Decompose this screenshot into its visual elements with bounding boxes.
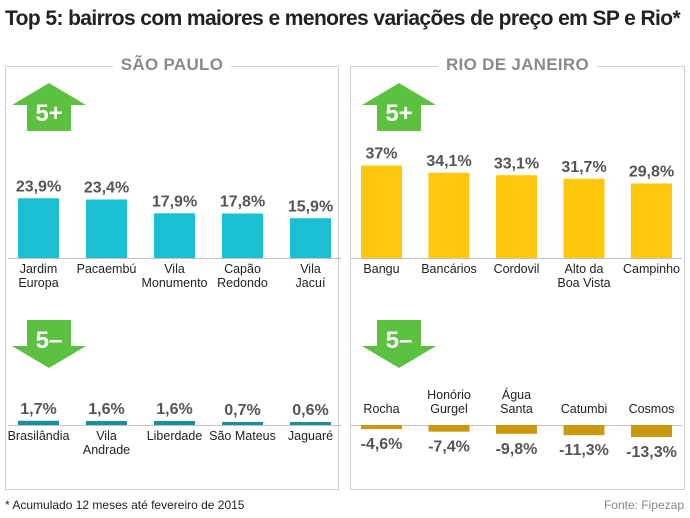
rio-top-bangu-category-label: Bangu (363, 262, 399, 276)
arrow-down-rio-icon (362, 320, 436, 368)
arrow-down-rio-label: 5– (386, 327, 413, 354)
sp-top-vila-jacui-value-label: 15,9% (288, 198, 333, 215)
sp-bottom-brasilandia-value-label: 1,7% (20, 401, 56, 418)
arrow-up-sp-icon (12, 83, 86, 131)
sp-bottom-vila-andrade-bar (86, 421, 127, 425)
arrow-up-rio-label: 5+ (385, 100, 412, 127)
rio-top-bangu-value-label: 37% (365, 146, 397, 163)
sp-top-capao-redondo-category-label-1: Capão (224, 262, 261, 276)
sp-top-vila-jacui-bar (290, 218, 331, 258)
rio-top-bancarios-value-label: 34,1% (426, 153, 471, 170)
panel-title-rio-de-janeiro: RIO DE JANEIRO (437, 55, 598, 74)
source-note: Fonte: Fipezap (603, 498, 684, 512)
sp-bottom-sao-mateus-category-label: São Mateus (209, 429, 276, 443)
sp-top-jardim-europa-value-label: 23,9% (16, 178, 61, 195)
sp-bottom-vila-andrade-value-label: 1,6% (88, 401, 124, 418)
rio-top-alto-da-boa-vista-category-label-1: Alto da (565, 262, 604, 276)
sp-bottom-liberdade-category-label: Liberdade (147, 429, 203, 443)
rio-top-alto-da-boa-vista-bar (563, 178, 605, 258)
sp-top-vila-jacui-category-label-1: Vila (300, 262, 321, 276)
rio-bottom-rocha-category-label: Rocha (363, 402, 399, 416)
rio-top-campinho-bar (631, 183, 672, 258)
rio-top-campinho-category-label: Campinho (623, 262, 680, 276)
rio-top-campinho-value-label: 29,8% (629, 164, 674, 181)
rio-bottom-honorio-gurgel-category-label-1: Honório (427, 388, 471, 402)
sp-top-vila-jacui-category-label-2: Jacuí (296, 276, 326, 290)
rio-top-bancarios-category-label: Bancários (421, 262, 477, 276)
rio-bottom-honorio-gurgel-value-label: -7,4% (428, 439, 470, 456)
sp-bottom-jaguare-category-label: Jaguaré (288, 429, 333, 443)
sp-bottom-vila-andrade-category-label-2: Andrade (83, 443, 130, 457)
sp-top-pacaembu-category-label: Pacaembú (77, 262, 137, 276)
panel-rio-de-janeiro: RIO DE JANEIRO (350, 55, 685, 490)
sp-bottom-jaguare-bar (290, 422, 331, 425)
sp-bottom-liberdade-value-label: 1,6% (156, 401, 192, 418)
rio-bottom-agua-santa-value-label: -9,8% (496, 441, 538, 458)
sp-top-vila-monumento-bar (154, 213, 195, 258)
chart-title: Top 5: bairros com maiores e menores var… (5, 7, 681, 30)
sp-top-pacaembu-bar (86, 199, 127, 258)
rio-bottom-catumbi-category-label: Catumbi (561, 402, 608, 416)
sp-top-capao-redondo-value-label: 17,8% (220, 194, 265, 211)
sp-bottom-liberdade-bar (154, 421, 195, 425)
sp-top-jardim-europa-bar (18, 198, 59, 258)
sp-bottom-brasilandia-category-label: Brasilândia (8, 429, 70, 443)
sp-bottom-vila-andrade-category-label-1: Vila (96, 429, 117, 443)
arrow-up-rio-icon (362, 83, 436, 131)
sp-top-capao-redondo-bar (222, 213, 263, 258)
rio-bottom-catumbi-value-label: -11,3% (559, 442, 609, 459)
footnote: * Acumulado 12 meses até fevereiro de 20… (5, 498, 245, 512)
rio-bottom-rocha-value-label: -4,6% (361, 436, 403, 453)
rio-bottom-cosmos-bar (631, 425, 672, 437)
sp-top-capao-redondo-category-label-2: Redondo (217, 276, 268, 290)
rio-bottom-honorio-gurgel-category-label-2: Gurgel (430, 402, 468, 416)
arrow-down-sp-label: 5– (36, 327, 63, 354)
sp-bottom-sao-mateus-value-label: 0,7% (224, 402, 260, 419)
rio-bottom-agua-santa-bar (496, 425, 537, 434)
rio-top-bangu-bar (361, 165, 402, 258)
sp-top-vila-monumento-category-label-1: Vila (164, 262, 185, 276)
sp-bottom-brasilandia-bar (18, 420, 59, 425)
sp-bottom-jaguare-value-label: 0,6% (292, 402, 328, 419)
sp-top-vila-monumento-value-label: 17,9% (152, 193, 197, 210)
rio-top-cordovil-category-label: Cordovil (494, 262, 540, 276)
rio-top-alto-da-boa-vista-category-label-2: Boa Vista (557, 276, 610, 290)
sp-bottom-sao-mateus-bar (222, 422, 263, 425)
sp-top-jardim-europa-category-label-2: Europa (18, 276, 58, 290)
sp-top-jardim-europa-category-label-1: Jardim (20, 262, 58, 276)
sp-top-vila-monumento-category-label-2: Monumento (141, 276, 207, 290)
rio-bottom-agua-santa-category-label-2: Santa (500, 402, 533, 416)
rio-bottom-honorio-gurgel-bar (428, 425, 470, 432)
rio-bottom-cosmos-value-label: -13,3% (626, 444, 677, 461)
rio-bottom-rocha-bar (361, 425, 402, 430)
rio-bottom-cosmos-category-label: Cosmos (629, 402, 675, 416)
rio-bottom-agua-santa-category-label-1: Água (502, 387, 531, 402)
panel-title-sao-paulo: SÃO PAULO (112, 55, 232, 74)
rio-bottom-catumbi-bar (563, 425, 605, 436)
rio-top-bancarios-bar (428, 172, 470, 258)
rio-top-cordovil-value-label: 33,1% (494, 155, 539, 172)
rio-top-alto-da-boa-vista-value-label: 31,7% (561, 159, 606, 176)
arrow-up-sp-label: 5+ (35, 100, 62, 127)
panel-sao-paulo: SÃO PAULO (5, 55, 339, 490)
sp-top-pacaembu-value-label: 23,4% (84, 180, 129, 197)
arrow-down-sp-icon (12, 320, 86, 368)
rio-top-cordovil-bar (496, 175, 537, 258)
